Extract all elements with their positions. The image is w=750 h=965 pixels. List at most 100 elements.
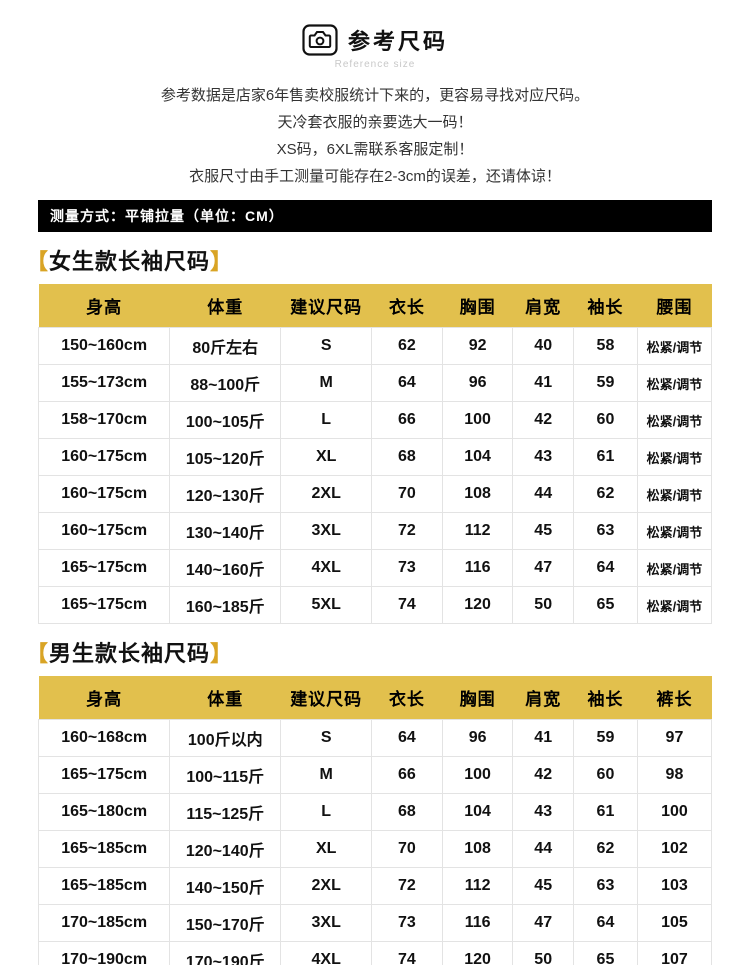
table-cell: 2XL — [280, 475, 373, 513]
header: 参考尺码 Reference size — [0, 0, 750, 70]
table-cell: 108 — [441, 830, 514, 868]
table-cell: 104 — [441, 793, 514, 831]
table-cell: 170~185cm — [37, 904, 171, 942]
table-cell: 松紧/调节 — [636, 327, 713, 365]
table-cell: 41 — [512, 719, 574, 757]
section-title-text: 女生款长袖尺码 — [49, 249, 211, 274]
table-cell: 松紧/调节 — [636, 364, 713, 402]
table-cell: 100~115斤 — [169, 756, 282, 794]
intro-line-1: 参考数据是店家6年售卖校服统计下来的，更容易寻找对应尺码。 — [160, 87, 590, 104]
men-size-table: 身高 体重 建议尺码 衣长 胸围 肩宽 袖长 裤长 160~168cm 100斤以内 S 64 96 4… — [37, 676, 713, 965]
table-cell: 165~175cm — [37, 756, 171, 794]
table-cell: 160~185斤 — [169, 586, 282, 624]
table-cell: 59 — [572, 364, 638, 402]
table-row: 160~175cm 105~120斤 XL 68 104 43 61 松紧/调节 — [37, 438, 713, 476]
table-cell: 72 — [371, 867, 443, 905]
column-header: 胸围 — [442, 676, 513, 720]
table-cell: S — [280, 327, 373, 365]
column-header: 袖长 — [573, 676, 638, 720]
table-cell: 120 — [441, 586, 514, 624]
table-cell: 104 — [441, 438, 514, 476]
table-cell: 120~140斤 — [169, 830, 282, 868]
column-header: 袖长 — [573, 284, 638, 328]
table-cell: 3XL — [280, 512, 373, 550]
table-cell: 64 — [371, 719, 443, 757]
table-cell: 170~190cm — [37, 941, 171, 965]
section-title-women: 【女生款长袖尺码】 — [26, 244, 750, 276]
table-cell: 105~120斤 — [169, 438, 282, 476]
column-header: 衣长 — [371, 284, 443, 328]
table-cell: 61 — [572, 793, 638, 831]
table-row: 158~170cm 100~105斤 L 66 100 42 60 松紧/调节 — [37, 401, 713, 439]
table-cell: 130~140斤 — [169, 512, 282, 550]
intro-line-4: 衣服尺寸由手工测量可能存在2-3cm的误差，还请体谅！ — [189, 168, 561, 185]
table-cell: 40 — [512, 327, 574, 365]
table-cell: 4XL — [280, 549, 373, 587]
intro-line-2: 天冷套衣服的亲要选大一码！ — [277, 114, 473, 131]
table-cell: 64 — [572, 904, 638, 942]
table-cell: 74 — [371, 941, 443, 965]
table-row: 165~185cm 140~150斤 2XL 72 112 45 63 103 — [37, 867, 713, 905]
table-row: 155~173cm 88~100斤 M 64 96 41 59 松紧/调节 — [37, 364, 713, 402]
table-cell: 170~190斤 — [169, 941, 282, 965]
header-title-row: 参考尺码 — [0, 24, 750, 56]
table-cell: 41 — [512, 364, 574, 402]
table-header-row: 身高 体重 建议尺码 衣长 胸围 肩宽 袖长 腰围 — [38, 284, 712, 328]
table-cell: 105 — [636, 904, 713, 942]
table-cell: 44 — [512, 475, 574, 513]
table-cell: 120~130斤 — [169, 475, 282, 513]
intro-notes: 参考数据是店家6年售卖校服统计下来的，更容易寻找对应尺码。 天冷套衣服的亲要选大… — [0, 82, 750, 190]
table-cell: M — [280, 756, 373, 794]
table-cell: L — [280, 793, 373, 831]
table-cell: 68 — [371, 793, 443, 831]
table-cell: 116 — [441, 904, 514, 942]
table-row: 160~175cm 130~140斤 3XL 72 112 45 63 松紧/调节 — [37, 512, 713, 550]
page-title: 参考尺码 — [347, 29, 448, 54]
table-cell: 72 — [371, 512, 443, 550]
table-cell: 70 — [371, 830, 443, 868]
table-cell: 97 — [636, 719, 713, 757]
table-cell: 65 — [572, 586, 638, 624]
table-cell: 65 — [572, 941, 638, 965]
column-header: 衣长 — [371, 676, 443, 720]
table-cell: 112 — [441, 512, 514, 550]
table-cell: 43 — [512, 438, 574, 476]
table-cell: 160~175cm — [37, 438, 171, 476]
camera-icon — [302, 24, 338, 56]
table-cell: 100斤以内 — [169, 719, 282, 757]
table-cell: 160~175cm — [37, 512, 171, 550]
bracket-open: 【 — [26, 249, 50, 274]
table-cell: 松紧/调节 — [636, 586, 713, 624]
table-cell: 74 — [371, 586, 443, 624]
table-cell: 66 — [371, 401, 443, 439]
table-row: 170~190cm 170~190斤 4XL 74 120 50 65 107 — [37, 941, 713, 965]
table-cell: 165~175cm — [37, 549, 171, 587]
bracket-close: 】 — [210, 249, 234, 274]
column-header: 裤长 — [637, 676, 712, 720]
table-cell: 62 — [572, 830, 638, 868]
table-cell: 42 — [512, 756, 574, 794]
table-cell: 43 — [512, 793, 574, 831]
table-cell: 73 — [371, 904, 443, 942]
table-cell: 140~160斤 — [169, 549, 282, 587]
table-cell: 42 — [512, 401, 574, 439]
table-cell: 5XL — [280, 586, 373, 624]
table-cell: 150~160cm — [37, 327, 171, 365]
table-cell: 63 — [572, 867, 638, 905]
table-cell: 96 — [441, 719, 514, 757]
table-cell: 73 — [371, 549, 443, 587]
table-cell: 96 — [441, 364, 514, 402]
table-cell: 4XL — [280, 941, 373, 965]
table-cell: 100 — [441, 401, 514, 439]
table-cell: 60 — [572, 401, 638, 439]
column-header: 建议尺码 — [280, 676, 372, 720]
column-header: 体重 — [169, 676, 281, 720]
section-title-men: 【男生款长袖尺码】 — [26, 636, 750, 668]
table-cell: 64 — [572, 549, 638, 587]
column-header: 建议尺码 — [280, 284, 372, 328]
table-cell: 50 — [512, 586, 574, 624]
table-cell: 140~150斤 — [169, 867, 282, 905]
table-cell: 松紧/调节 — [636, 549, 713, 587]
table-cell: 63 — [572, 512, 638, 550]
table-row: 165~175cm 100~115斤 M 66 100 42 60 98 — [37, 756, 713, 794]
